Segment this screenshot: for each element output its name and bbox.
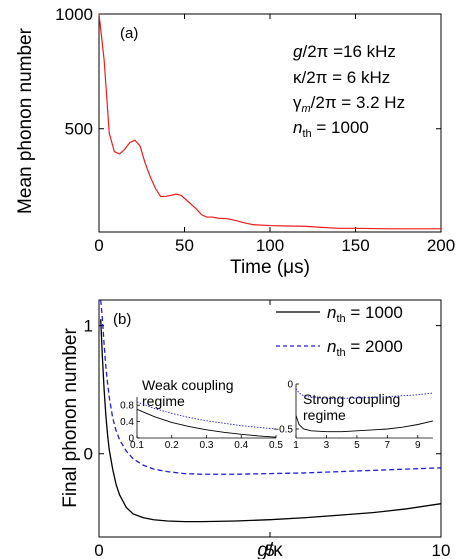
x-tick-label: 3 xyxy=(324,440,330,451)
x-tick-label: 9 xyxy=(415,440,421,451)
y-tick-label: 1 xyxy=(84,317,93,336)
x-tick-label: 5 xyxy=(354,440,360,451)
x-tick-label: 200 xyxy=(427,236,455,255)
panel-b-xlabel: g/κ xyxy=(257,540,283,559)
param-nth: nth = 1000 xyxy=(293,118,369,140)
legend-label-nth-2000: nth = 2000 xyxy=(327,337,403,359)
x-tick-label: 0.2 xyxy=(165,440,179,451)
inset-weak-coupling: 0.1 0.2 0.3 0.4 0.5 0 0.4 0.8 xyxy=(120,397,283,451)
y-tick-label: 0.4 xyxy=(120,417,134,428)
y-tick-label: 500 xyxy=(65,120,93,139)
x-tick-label: 0 xyxy=(94,541,103,559)
panel-a-ticks: 0 50 100 150 200 500 1000 xyxy=(55,5,455,255)
inset-series-0 xyxy=(136,408,277,438)
series-nth-2000 xyxy=(100,299,442,475)
x-tick-label: 0.3 xyxy=(200,440,214,451)
inset-weak-ticks: 0.1 0.2 0.3 0.4 0.5 0 0.4 0.8 xyxy=(120,401,283,451)
inset-weak-title-line2: regime xyxy=(142,393,185,409)
x-tick-label: 7 xyxy=(385,440,391,451)
param-kappa: κ/2π = 6 kHz xyxy=(293,68,390,87)
legend-label-nth-1000: nth = 1000 xyxy=(327,303,403,325)
x-tick-label: 100 xyxy=(256,236,284,255)
x-tick-label: 0.1 xyxy=(130,440,144,451)
x-tick-label: 1 xyxy=(293,440,299,451)
panel-a-series xyxy=(98,13,441,230)
series-nth-1000 xyxy=(100,319,442,523)
x-tick-label: 150 xyxy=(341,236,369,255)
x-tick-label: 10 xyxy=(432,541,451,559)
inset-weak-series xyxy=(136,401,277,438)
y-tick-label: 0 xyxy=(287,380,293,391)
x-tick-label: 50 xyxy=(175,236,194,255)
inset-weak-title-line1: Weak coupling xyxy=(142,377,234,393)
y-tick-label: 0.8 xyxy=(120,401,134,412)
y-tick-label: 1000 xyxy=(55,5,93,24)
y-tick-label: −0.5 xyxy=(273,425,293,436)
panel-a-parameters: g/2π =16 kHz κ/2π = 6 kHz γm/2π = 3.2 Hz… xyxy=(293,42,405,140)
panel-a-label: (a) xyxy=(120,25,138,42)
panel-b-frame xyxy=(98,299,442,538)
inset-series-1 xyxy=(136,401,277,430)
panel-b-label: (b) xyxy=(113,311,131,328)
inset-strong-series xyxy=(295,388,434,433)
inset-series-1 xyxy=(295,388,434,399)
inset-strong-title-line2: regime xyxy=(303,407,346,423)
x-tick-label: 0.4 xyxy=(234,440,248,451)
param-gamma: γm/2π = 3.2 Hz xyxy=(293,93,405,115)
y-tick-label: 0 xyxy=(128,434,134,445)
inset-strong-ticks: 1 3 5 7 9 −0.5 0 xyxy=(273,380,421,452)
y-tick-label: 0 xyxy=(84,445,93,464)
inset-strong-title-line1: Strong coupling xyxy=(303,391,400,407)
inset-strong-coupling: 1 3 5 7 9 −0.5 0 xyxy=(273,380,434,452)
x-tick-label: 0 xyxy=(94,236,103,255)
panel-a-ylabel: Mean phonon number xyxy=(15,27,36,214)
x-tick-label: 0.5 xyxy=(269,440,283,451)
panel-a: (a) Mean phonon number Time (μs) g/2π =1… xyxy=(15,5,455,278)
panel-b-series xyxy=(100,299,442,523)
inset-series-0 xyxy=(295,415,434,433)
param-coupling: g/2π =16 kHz xyxy=(293,42,396,61)
panel-b-ylabel: Final phonon number xyxy=(60,328,81,508)
legend: nth = 1000 nth = 2000 xyxy=(276,303,403,359)
mean-phonon-line xyxy=(98,13,441,230)
panel-a-xlabel: Time (μs) xyxy=(230,257,310,278)
x-tick-label: 5 xyxy=(265,541,274,559)
